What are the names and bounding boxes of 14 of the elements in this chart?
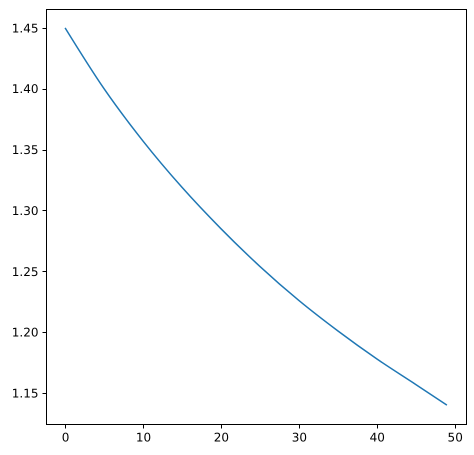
x-tick-label: 0: [62, 430, 70, 444]
y-tick-label: 1.20: [12, 326, 38, 340]
y-tick-label: 1.40: [12, 82, 38, 96]
y-tick-label: 1.30: [12, 204, 38, 218]
x-tick-label: 10: [136, 430, 152, 444]
x-tick-label: 20: [214, 430, 230, 444]
x-tick-label: 40: [370, 430, 385, 444]
y-tick-label: 1.15: [12, 386, 38, 400]
y-tick-label: 1.45: [12, 21, 38, 36]
y-tick-label: 1.35: [12, 143, 38, 158]
x-tick-label: 50: [448, 430, 463, 444]
line-series: [64, 27, 448, 406]
x-tick-label: 30: [292, 430, 307, 444]
y-tick-label: 1.25: [12, 264, 38, 279]
